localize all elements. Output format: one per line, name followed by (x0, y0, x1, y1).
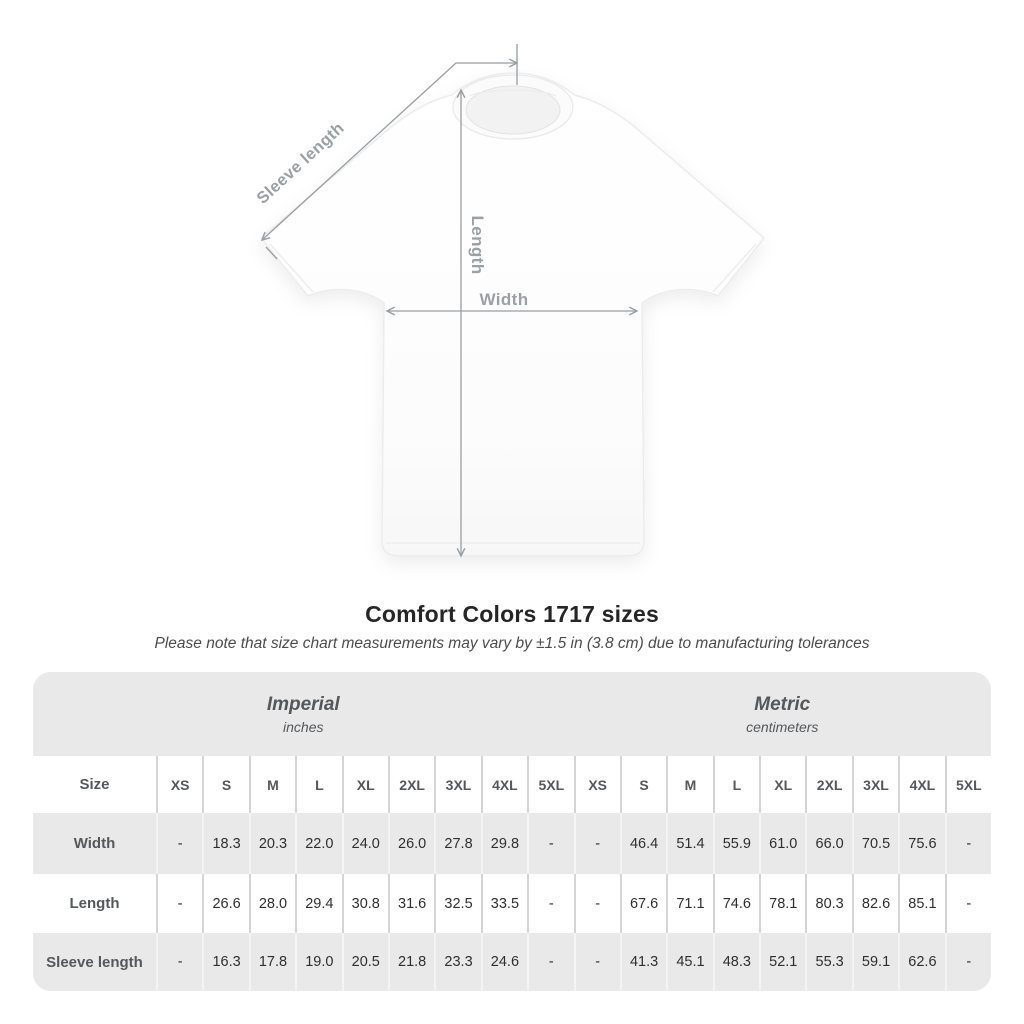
value-cell: 27.8 (434, 813, 481, 874)
value-cell: 74.6 (712, 874, 760, 933)
size-col-header: XL (759, 756, 806, 813)
imperial-group-header: Imperial inches (33, 672, 574, 756)
metric-group-header: Metric centimeters (573, 672, 991, 756)
value-cell: 48.3 (712, 933, 760, 991)
value-cell: 26.0 (387, 813, 435, 874)
value-cell: 78.1 (759, 874, 806, 933)
collar (452, 74, 574, 140)
row-label: Sleeve length (33, 933, 156, 991)
size-col-header: 5XL (944, 756, 991, 813)
size-col-header: 5XL (527, 756, 574, 813)
value-cell: - (156, 933, 203, 991)
value-cell: - (944, 874, 991, 933)
page-title: Comfort Colors 1717 sizes (365, 601, 659, 627)
value-cell: 75.6 (898, 813, 945, 874)
value-cell: 24.6 (480, 933, 528, 991)
tshirt-graphic: Sleeve length Length Width (253, 44, 765, 558)
imperial-unit: inches (283, 718, 324, 735)
size-col-header: M (248, 756, 296, 813)
value-cell: 55.9 (712, 813, 760, 874)
right-sleeve-seam (712, 243, 757, 293)
size-col-header: S (202, 756, 249, 813)
sleeve-length-start-tick (265, 246, 278, 260)
row-label: Width (33, 813, 156, 874)
value-cell: 29.4 (295, 874, 342, 933)
size-col-header: S (619, 756, 667, 813)
length-label: Length (468, 215, 487, 274)
value-cell: 16.3 (202, 933, 249, 991)
left-sleeve-seam (269, 243, 314, 293)
value-cell: 20.5 (341, 933, 388, 991)
value-cell: 62.6 (898, 933, 945, 991)
size-col-header: 4XL (898, 756, 945, 813)
size-col-header: 2XL (805, 756, 852, 813)
value-cell: - (573, 813, 620, 874)
value-cell: - (573, 933, 620, 991)
value-cell: 17.8 (248, 933, 296, 991)
value-cell: - (156, 874, 203, 933)
value-cell: 31.6 (387, 874, 435, 933)
value-cell: 32.5 (434, 874, 481, 933)
value-cell: 46.4 (619, 813, 667, 874)
value-cell: 59.1 (851, 933, 899, 991)
sleeve-length-arrow (260, 58, 519, 242)
value-cell: 52.1 (759, 933, 806, 991)
value-cell: 45.1 (666, 933, 713, 991)
value-cell: 70.5 (851, 813, 899, 874)
tshirt-silhouette (260, 72, 765, 557)
row-label: Length (33, 874, 156, 933)
value-cell: 22.0 (295, 813, 342, 874)
value-cell: 66.0 (805, 813, 852, 874)
value-cell: 80.3 (805, 874, 852, 933)
size-col-header: L (295, 756, 342, 813)
value-cell: 41.3 (619, 933, 667, 991)
value-cell: 33.5 (480, 874, 528, 933)
value-cell: 29.8 (480, 813, 528, 874)
value-cell: - (944, 933, 991, 991)
value-cell: 21.8 (387, 933, 435, 991)
size-col-header: 4XL (480, 756, 528, 813)
size-col-header: XL (341, 756, 388, 813)
value-cell: - (527, 874, 574, 933)
value-cell: 55.3 (805, 933, 852, 991)
value-cell: 61.0 (759, 813, 806, 874)
value-cell: 82.6 (851, 874, 899, 933)
value-cell: 23.3 (434, 933, 481, 991)
value-cell: 28.0 (248, 874, 296, 933)
size-column-header: Size (33, 756, 156, 813)
size-col-header: XS (156, 756, 203, 813)
size-col-header: L (712, 756, 760, 813)
page-subtitle: Please note that size chart measurements… (154, 635, 870, 652)
size-col-header: 2XL (387, 756, 435, 813)
value-cell: 24.0 (341, 813, 388, 874)
value-cell: - (573, 874, 620, 933)
metric-unit: centimeters (746, 718, 819, 735)
value-cell: 71.1 (666, 874, 713, 933)
value-cell: 67.6 (619, 874, 667, 933)
value-cell: 19.0 (295, 933, 342, 991)
tshirt-measurement-diagram: Sleeve length Length Width (253, 44, 765, 558)
size-col-header: 3XL (851, 756, 899, 813)
size-col-header: M (666, 756, 713, 813)
imperial-label: Imperial (266, 693, 340, 715)
metric-label: Metric (754, 693, 811, 715)
size-table-grid: Imperial inches Metric centimeters Size … (33, 672, 991, 991)
value-cell: - (527, 813, 574, 874)
value-cell: 51.4 (666, 813, 713, 874)
size-col-header: XS (573, 756, 620, 813)
size-col-header: 3XL (434, 756, 481, 813)
width-label: Width (479, 290, 528, 309)
value-cell: - (527, 933, 574, 991)
value-cell: - (156, 813, 203, 874)
value-cell: 18.3 (202, 813, 249, 874)
value-cell: 85.1 (898, 874, 945, 933)
value-cell: 20.3 (248, 813, 296, 874)
value-cell: - (944, 813, 991, 874)
value-cell: 30.8 (341, 874, 388, 933)
value-cell: 26.6 (202, 874, 249, 933)
